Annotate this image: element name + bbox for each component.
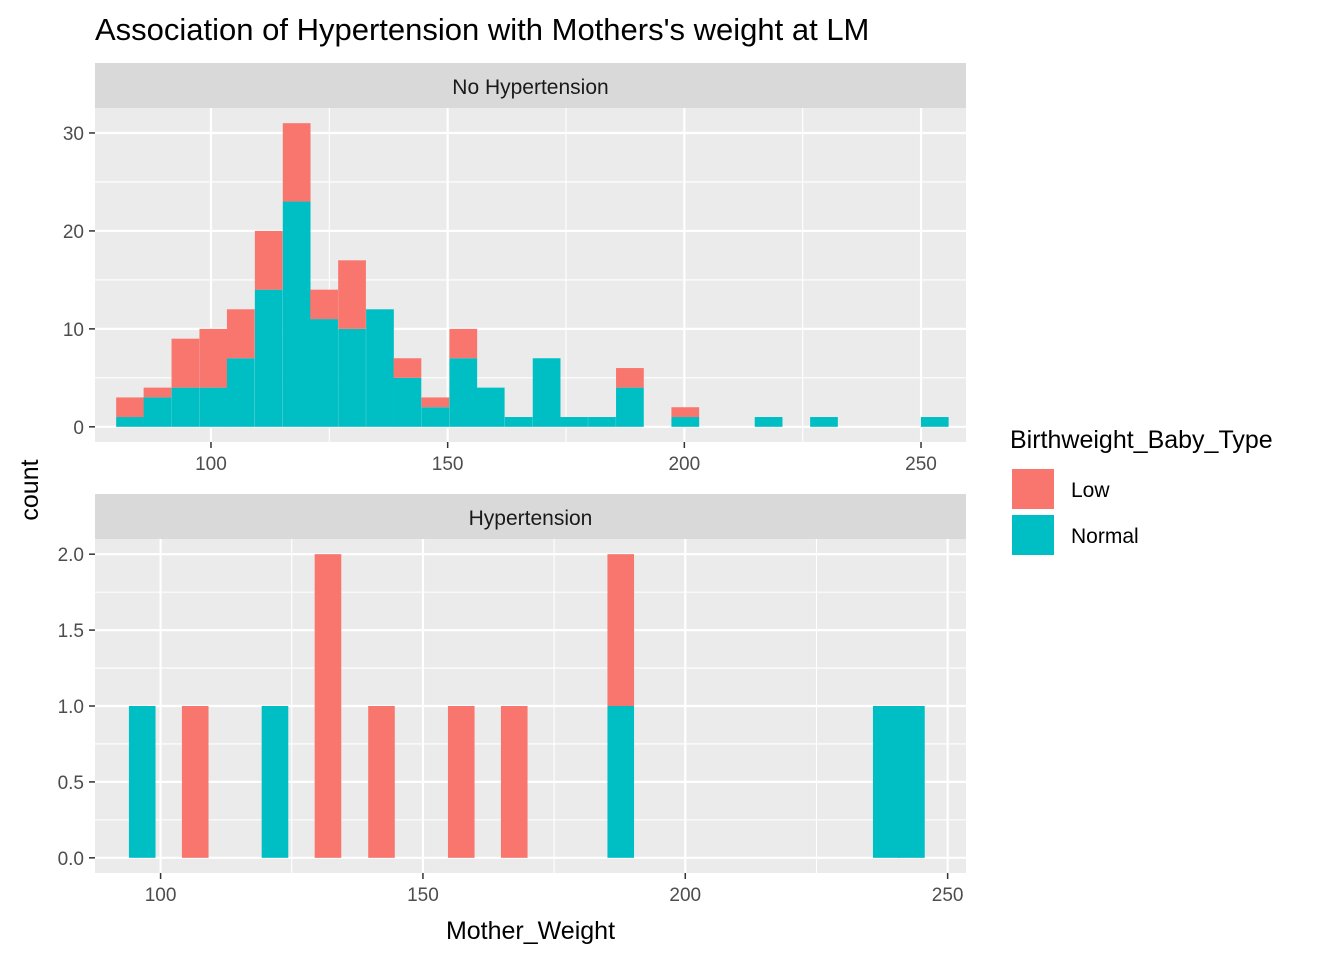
x-tick-label: 250 [932,885,964,906]
bar-normal [616,387,644,427]
bar-normal [226,358,255,427]
y-axis-hypertension: 0.0 0.5 1.0 1.5 2.0 [58,545,95,870]
bar-low [421,397,450,408]
bar-low [254,230,283,290]
bar-low [393,358,422,378]
bar-normal [449,358,478,427]
bar-normal [171,387,200,427]
y-tick-label: 0 [73,418,84,439]
x-tick-label: 100 [195,454,227,475]
bar-normal [532,358,561,427]
legend-label-normal: Normal [1071,525,1139,548]
bar-normal [607,706,635,858]
x-axis-hypertension: 100 150 200 250 [145,873,964,906]
bar-normal [254,289,283,427]
bars-hypertension [128,554,925,858]
y-tick-label: 0.5 [58,773,84,794]
y-tick-label: 1.5 [58,621,84,642]
bar-normal [920,417,949,427]
bar-low [314,554,342,858]
bar-low [171,338,200,388]
bar-normal [898,706,925,858]
x-tick-label: 200 [669,885,701,906]
y-tick-label: 10 [63,320,84,341]
bar-low [447,706,475,858]
x-tick-label: 100 [145,885,177,906]
y-tick-label: 30 [63,124,84,145]
bar-normal [872,706,900,858]
legend-label-low: Low [1071,479,1110,502]
bar-normal [366,309,394,427]
x-tick-label: 150 [432,454,464,475]
bar-low [199,328,228,388]
y-tick-label: 2.0 [58,545,84,566]
bar-normal [199,387,228,427]
bar-low [226,309,255,359]
y-axis-no-hypertension: 0 10 20 30 [63,124,95,439]
legend-key-low [1012,469,1054,509]
legend: Birthweight_Baby_Type Low Normal [1010,426,1273,555]
bar-low [282,123,311,202]
bar-normal [421,407,450,427]
legend-title: Birthweight_Baby_Type [1010,426,1273,454]
bar-low [368,706,395,858]
bar-normal [504,417,533,427]
grid-hypertension [95,539,966,873]
y-tick-label: 20 [63,222,84,243]
bar-low [449,328,478,359]
bar-low [310,289,338,320]
bar-normal [310,319,338,427]
facet-no-hypertension: No Hypertension 0 10 20 30 100 150 200 250 [63,63,966,475]
strip-hypertension [95,494,966,539]
bar-low [116,397,144,418]
bar-low [338,260,366,329]
x-tick-label: 150 [407,885,439,906]
x-tick-label: 200 [668,454,700,475]
y-tick-label: 1.0 [58,697,84,718]
bar-low [671,407,700,418]
bar-normal [116,417,144,427]
bar-low [607,554,635,706]
x-axis-title: Mother_Weight [446,917,615,945]
bar-normal [282,201,311,427]
bar-normal [128,706,156,858]
x-axis-no-hypertension: 100 150 200 250 [195,442,937,475]
strip-label-no-hypertension: No Hypertension [452,76,608,99]
bars-no-hypertension [116,123,949,427]
bar-normal [754,417,783,427]
strip-label-hypertension: Hypertension [469,507,593,530]
bar-normal [393,377,422,427]
bar-low [143,387,172,398]
bar-low [616,368,644,388]
legend-key-normal [1012,515,1054,555]
y-tick-label: 0.0 [58,849,84,870]
bar-normal [143,397,172,427]
facet-hypertension: Hypertension 0.0 0.5 1.0 1.5 2.0 100 150 200 25… [58,494,966,906]
x-tick-label: 250 [905,454,937,475]
bar-normal [671,417,700,427]
bar-low [181,706,209,858]
bar-normal [338,328,366,427]
bar-low [500,706,528,858]
bar-normal [476,387,505,427]
y-axis-title: count [16,459,44,520]
bar-normal [261,706,289,858]
strip-no-hypertension [95,63,966,108]
bar-normal [588,417,616,427]
chart-title: Association of Hypertension with Mothers… [95,12,869,47]
bar-normal [560,417,588,427]
bar-normal [810,417,838,427]
